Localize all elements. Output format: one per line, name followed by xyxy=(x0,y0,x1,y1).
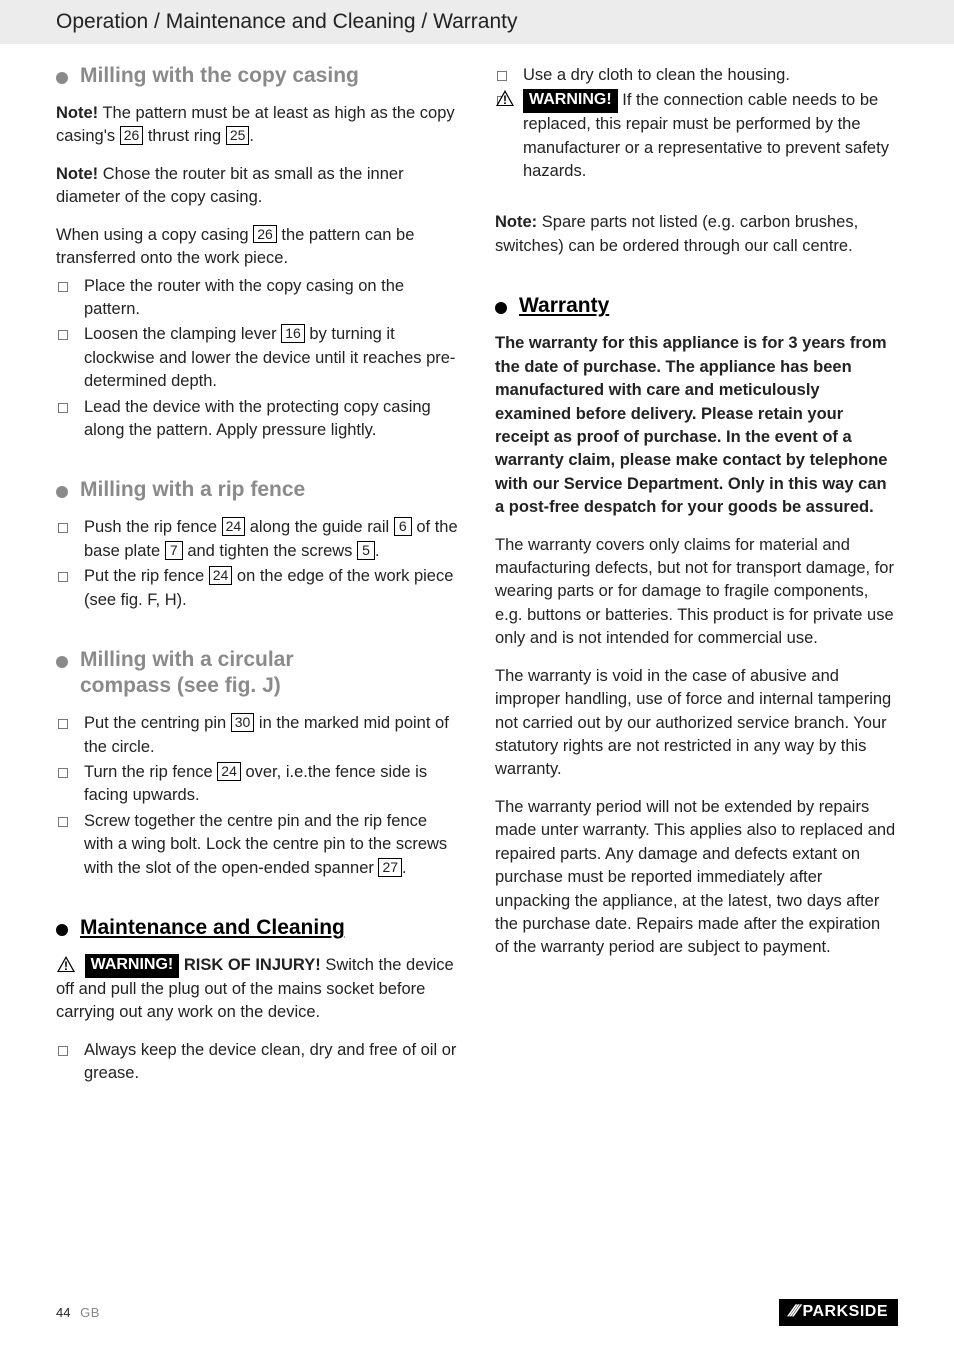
list-item: Loosen the clamping lever 16 by turning … xyxy=(84,323,459,393)
step-text: Loosen the clamping lever xyxy=(84,325,281,343)
ref-box: 24 xyxy=(222,517,246,536)
list-item: Always keep the device clean, dry and fr… xyxy=(84,1039,459,1086)
step-list: Place the router with the copy casing on… xyxy=(56,275,459,443)
note-label: Note! xyxy=(56,104,98,122)
left-column: Milling with the copy casing Note! The p… xyxy=(56,64,459,1088)
page-header: Operation / Maintenance and Cleaning / W… xyxy=(0,0,954,44)
content-columns: Milling with the copy casing Note! The p… xyxy=(0,44,954,1088)
body-paragraph: The warranty covers only claims for mate… xyxy=(495,534,898,651)
section-heading: Warranty xyxy=(495,294,898,318)
ref-box: 7 xyxy=(165,541,183,560)
warning-icon: ! xyxy=(56,955,76,973)
step-text: Put the centring pin xyxy=(84,714,231,732)
ref-box: 6 xyxy=(394,517,412,536)
list-item: Put the rip fence 24 on the edge of the … xyxy=(84,565,459,612)
page-region: GB xyxy=(80,1305,100,1320)
heading-text: Maintenance and Cleaning xyxy=(80,916,345,940)
warning-label: WARNING! xyxy=(85,954,180,978)
note-paragraph: Note: Spare parts not listed (e.g. carbo… xyxy=(495,211,898,258)
note-text: thrust ring xyxy=(143,127,226,145)
heading-text: Milling with a rip fence xyxy=(80,478,305,502)
list-item: Turn the rip fence 24 over, i.e.the fenc… xyxy=(84,761,459,808)
brand-name: PARKSIDE xyxy=(803,1303,889,1321)
brand-badge: /// PARKSIDE xyxy=(779,1299,898,1326)
ref-box: 25 xyxy=(226,126,250,145)
heading-text: Milling with a circular xyxy=(80,648,294,672)
svg-text:!: ! xyxy=(503,93,507,107)
warning-bold: RISK OF INJURY! xyxy=(179,956,320,974)
footer: 44 GB /// PARKSIDE xyxy=(0,1299,954,1326)
list-item: Push the rip fence 24 along the guide ra… xyxy=(84,516,459,563)
body-paragraph: The warranty is void in the case of abus… xyxy=(495,665,898,782)
bullet-icon xyxy=(56,72,68,84)
list-item: Put the centring pin 30 in the marked mi… xyxy=(84,712,459,759)
step-text: Turn the rip fence xyxy=(84,763,217,781)
step-list: Use a dry cloth to clean the housing. ! … xyxy=(495,64,898,183)
bullet-icon xyxy=(56,486,68,498)
ref-box: 27 xyxy=(378,858,402,877)
section-heading: Milling with the copy casing xyxy=(56,64,459,88)
page-number: 44 GB xyxy=(56,1305,100,1320)
bullet-icon xyxy=(56,656,68,668)
list-item: Screw together the centre pin and the ri… xyxy=(84,810,459,880)
heading-text: Warranty xyxy=(519,294,609,318)
note-label: Note! xyxy=(56,165,98,183)
note-paragraph: Note! Chose the router bit as small as t… xyxy=(56,163,459,210)
section-heading: Maintenance and Cleaning xyxy=(56,916,459,940)
ref-box: 26 xyxy=(253,225,277,244)
svg-text:!: ! xyxy=(64,959,68,973)
step-list: Push the rip fence 24 along the guide ra… xyxy=(56,516,459,612)
ref-box: 26 xyxy=(120,126,144,145)
body-paragraph: When using a copy casing 26 the pattern … xyxy=(56,224,459,271)
section-heading: Milling with a circular xyxy=(56,648,459,672)
ref-box: 24 xyxy=(209,566,233,585)
warning-label: WARNING! xyxy=(523,89,618,113)
note-text: Chose the router bit as small as the inn… xyxy=(56,165,404,206)
note-text: Spare parts not listed (e.g. carbon brus… xyxy=(495,213,858,254)
bullet-icon xyxy=(495,302,507,314)
right-column: Use a dry cloth to clean the housing. ! … xyxy=(495,64,898,1088)
note-text: The pattern must be at least as high as … xyxy=(56,104,455,145)
page-num-value: 44 xyxy=(56,1305,70,1320)
list-item: Lead the device with the protecting copy… xyxy=(84,396,459,443)
step-list: Always keep the device clean, dry and fr… xyxy=(56,1039,459,1086)
body-text: When using a copy casing xyxy=(56,226,253,244)
brand-stripes-icon: /// xyxy=(786,1303,799,1321)
note-label: Note: xyxy=(495,213,537,231)
heading-text: Milling with the copy casing xyxy=(80,64,359,88)
bullet-icon xyxy=(56,924,68,936)
warning-paragraph: ! WARNING! RISK OF INJURY! Switch the de… xyxy=(56,954,459,1025)
step-text: along the guide rail xyxy=(245,518,394,536)
ref-box: 24 xyxy=(217,762,241,781)
list-item: ! WARNING! If the connection cable needs… xyxy=(523,89,898,183)
warning-icon: ! xyxy=(495,89,515,107)
list-item: Use a dry cloth to clean the housing. xyxy=(523,64,898,87)
list-item: Place the router with the copy casing on… xyxy=(84,275,459,322)
section-heading: Milling with a rip fence xyxy=(56,478,459,502)
step-text: Put the rip fence xyxy=(84,567,209,585)
heading-text: compass (see fig. J) xyxy=(80,674,459,698)
step-list: Put the centring pin 30 in the marked mi… xyxy=(56,712,459,880)
body-paragraph: The warranty period will not be extended… xyxy=(495,796,898,960)
note-paragraph: Note! The pattern must be at least as hi… xyxy=(56,102,459,149)
step-text: Push the rip fence xyxy=(84,518,222,536)
step-text: and tighten the screws xyxy=(183,542,357,560)
ref-box: 16 xyxy=(281,324,305,343)
ref-box: 30 xyxy=(231,713,255,732)
ref-box: 5 xyxy=(357,541,375,560)
warranty-bold: The warranty for this appliance is for 3… xyxy=(495,332,898,519)
